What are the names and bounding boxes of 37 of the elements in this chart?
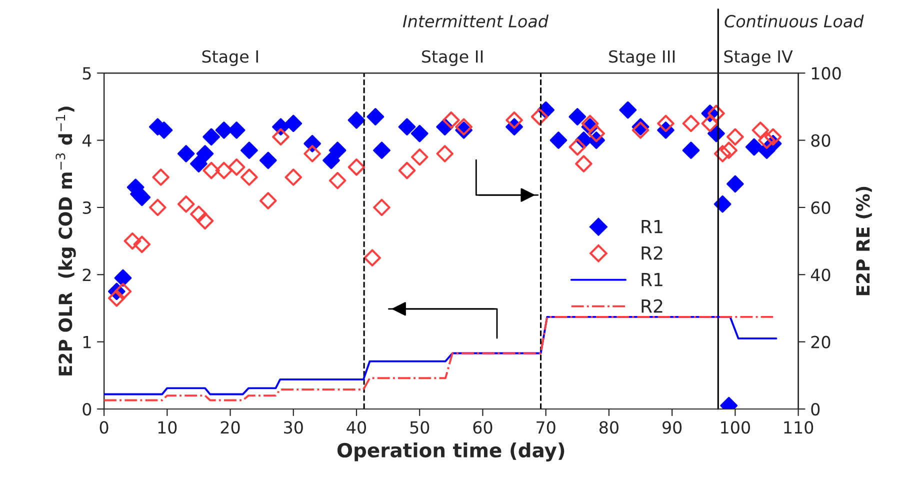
x-tick-label: 40 (346, 421, 366, 434)
y-axis-title: E2P OLR (kg COD m$^{−3}$ d$^{−1}$) (56, 106, 76, 376)
x-tick-label: 0 (100, 421, 108, 434)
x-tick-label: 80 (599, 421, 618, 434)
x-tick-label: 10 (158, 421, 177, 434)
x-tick-label: 50 (410, 421, 430, 434)
legend-label: R1 (642, 220, 662, 234)
x-tick-label: 70 (536, 421, 556, 434)
y2-tick-label: 20 (811, 336, 830, 348)
text: Continuous Load (724, 14, 864, 28)
y2-tick-label: 80 (811, 134, 830, 147)
y-tick-label: 1 (83, 336, 91, 348)
text: Stage III (609, 50, 675, 66)
y2-tick-label: 0 (811, 402, 820, 416)
x-tick-label: 60 (473, 421, 492, 434)
y2-tick-label: 40 (810, 268, 830, 282)
x-tick-label: 110 (784, 421, 814, 434)
y-tick-label: 4 (82, 134, 92, 147)
y-tick-label: 2 (82, 268, 91, 281)
legend-label: R2 (642, 246, 662, 260)
text: Stage IV (724, 50, 793, 66)
y-tick-label: 3 (82, 201, 91, 214)
y-tick-label: 5 (82, 67, 91, 80)
text: Stage I (202, 50, 258, 66)
text: Stage II (422, 50, 483, 66)
y2-tick-label: 100 (812, 67, 841, 80)
y2-tick-label: 60 (811, 201, 830, 214)
text: Intermittent Load (402, 14, 549, 28)
legend-label: R1 (642, 272, 662, 286)
x-axis-title: Operation time (day) (337, 442, 564, 462)
x-tick-label: 20 (220, 421, 240, 434)
x-tick-label: 30 (284, 421, 303, 434)
y-tick-label: 0 (82, 402, 92, 416)
legend-label: R2 (642, 299, 662, 313)
x-tick-label: 90 (662, 421, 682, 434)
y2-axis-title: E2P RE (%) (856, 186, 872, 296)
x-tick-label: 100 (721, 421, 750, 434)
